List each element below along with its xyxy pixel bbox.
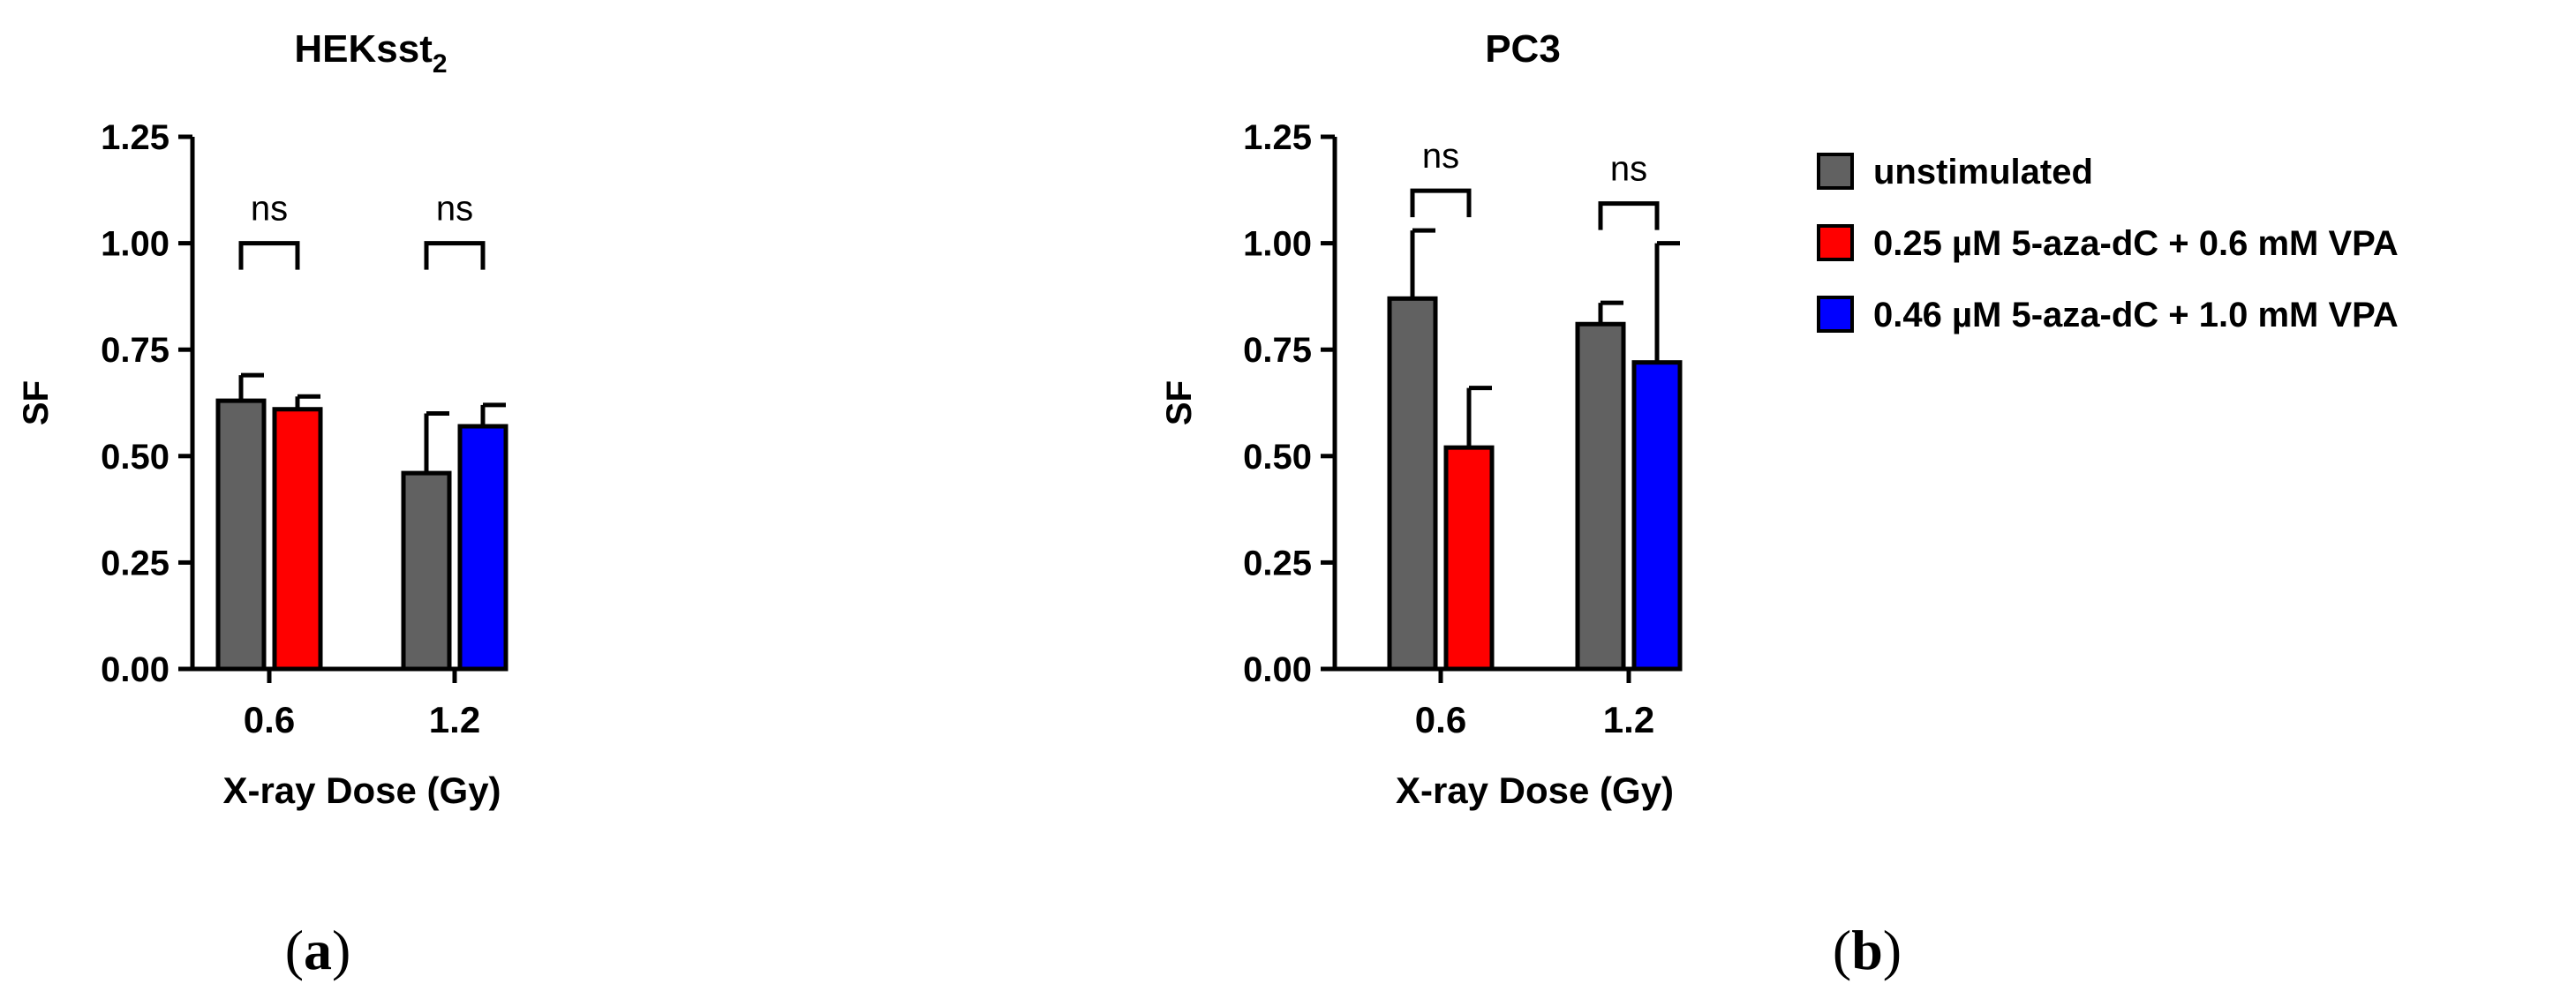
legend-swatch-low-dose bbox=[1817, 224, 1854, 261]
significance-label: ns bbox=[1422, 137, 1459, 176]
legend-swatch-unstimulated bbox=[1817, 153, 1854, 190]
bar bbox=[272, 407, 323, 672]
legend: unstimulated 0.25 µM 5-aza-dC + 0.6 mM V… bbox=[1817, 153, 2399, 334]
legend-label-unstimulated: unstimulated bbox=[1873, 153, 2093, 192]
bar bbox=[1575, 321, 1626, 672]
x-tick-label: 1.2 bbox=[429, 699, 480, 740]
legend-label-high-dose: 0.46 µM 5-aza-dC + 1.0 mM VPA bbox=[1873, 296, 2399, 334]
panel-a-title-subscript: 2 bbox=[433, 49, 448, 79]
chart-a: 0.00 0.25 0.50 0.75 1.00 1.25 SF X-ray Dose (Gy… bbox=[17, 118, 508, 811]
panel-b-title: PC3 bbox=[1485, 27, 1561, 71]
x-tick-label: 0.6 bbox=[244, 699, 295, 740]
significance-bracket bbox=[1598, 201, 1660, 230]
panel-b-label: (b) bbox=[1833, 919, 1902, 981]
x-axis-label: X-ray Dose (Gy) bbox=[1396, 770, 1674, 811]
significance-label: ns bbox=[251, 190, 288, 229]
y-tick-label: 1.00 bbox=[101, 225, 169, 264]
y-tick-label: 0.00 bbox=[1243, 650, 1312, 689]
bar bbox=[457, 424, 508, 672]
significance-bracket bbox=[1410, 188, 1472, 218]
y-tick-label: 0.25 bbox=[101, 544, 169, 582]
y-axis-label: SF bbox=[1160, 380, 1199, 425]
bar bbox=[1387, 296, 1438, 672]
bar bbox=[1443, 445, 1495, 672]
panel-a-title: HEKsst2 bbox=[294, 27, 447, 79]
significance-label: ns bbox=[436, 190, 473, 229]
legend-label-low-dose: 0.25 µM 5-aza-dC + 0.6 mM VPA bbox=[1873, 224, 2399, 263]
significance-label: ns bbox=[1610, 150, 1647, 189]
y-tick-label: 1.25 bbox=[1243, 118, 1312, 157]
y-tick-label: 0.50 bbox=[1243, 438, 1312, 477]
x-tick-label: 1.2 bbox=[1603, 699, 1654, 740]
panel-a-label: (a) bbox=[285, 919, 351, 981]
significance-bracket bbox=[238, 241, 300, 270]
bar bbox=[401, 470, 452, 672]
x-axis-label: X-ray Dose (Gy) bbox=[222, 770, 501, 811]
x-tick-label: 0.6 bbox=[1415, 699, 1466, 740]
y-tick-label: 0.75 bbox=[1243, 331, 1312, 370]
y-tick-label: 0.00 bbox=[101, 650, 169, 689]
chart-b: 0.00 0.25 0.50 0.75 1.00 1.25 SF X-ray Dose (Gy… bbox=[1160, 118, 1683, 811]
y-axis-label: SF bbox=[17, 380, 56, 425]
y-tick-label: 0.50 bbox=[101, 438, 169, 477]
legend-swatch-high-dose bbox=[1817, 296, 1854, 333]
y-tick-label: 0.75 bbox=[101, 331, 169, 370]
bar bbox=[1631, 360, 1683, 672]
significance-bracket bbox=[424, 241, 486, 270]
y-tick-label: 0.25 bbox=[1243, 544, 1312, 582]
y-tick-label: 1.00 bbox=[1243, 225, 1312, 264]
bar bbox=[215, 398, 267, 672]
y-tick-label: 1.25 bbox=[101, 118, 169, 157]
